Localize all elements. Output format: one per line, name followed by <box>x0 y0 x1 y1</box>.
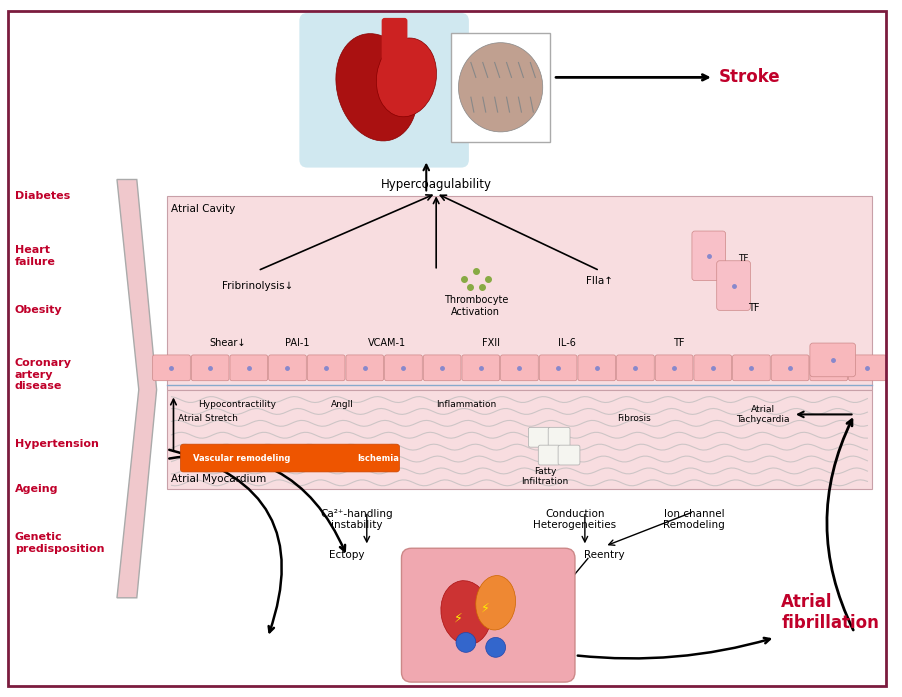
Text: FIIa↑: FIIa↑ <box>586 275 613 286</box>
Text: IL-6: IL-6 <box>558 338 576 348</box>
Text: Coronary
artery
disease: Coronary artery disease <box>14 358 72 392</box>
FancyBboxPatch shape <box>401 549 575 682</box>
FancyBboxPatch shape <box>423 355 461 381</box>
Text: Atrial
Tachycardia: Atrial Tachycardia <box>737 404 790 424</box>
Text: Hypercoagulability: Hypercoagulability <box>381 178 492 192</box>
FancyBboxPatch shape <box>578 355 615 381</box>
Text: Atrial
fibrillation: Atrial fibrillation <box>781 593 879 632</box>
Ellipse shape <box>458 43 543 132</box>
Text: Heart
failure: Heart failure <box>14 245 56 267</box>
Text: TF: TF <box>748 303 759 314</box>
Text: TF: TF <box>739 254 749 263</box>
Text: Fatty
Infiltration: Fatty Infiltration <box>521 467 569 487</box>
Circle shape <box>456 632 476 652</box>
Text: Atrial Cavity: Atrial Cavity <box>171 204 235 214</box>
Text: TF: TF <box>673 338 685 348</box>
FancyBboxPatch shape <box>308 355 345 381</box>
FancyBboxPatch shape <box>180 444 400 472</box>
Circle shape <box>486 638 505 657</box>
Ellipse shape <box>376 38 437 117</box>
FancyBboxPatch shape <box>384 355 422 381</box>
Text: Ageing: Ageing <box>14 484 59 493</box>
Text: Shear↓: Shear↓ <box>210 338 246 348</box>
Ellipse shape <box>441 581 491 645</box>
FancyBboxPatch shape <box>299 13 469 167</box>
Text: Genetic
predisposition: Genetic predisposition <box>14 533 105 554</box>
FancyBboxPatch shape <box>230 355 268 381</box>
FancyBboxPatch shape <box>732 355 770 381</box>
Text: ⚡: ⚡ <box>482 602 490 614</box>
FancyBboxPatch shape <box>548 427 570 447</box>
FancyBboxPatch shape <box>382 18 408 68</box>
Text: Ischemia: Ischemia <box>357 454 399 463</box>
FancyBboxPatch shape <box>655 355 693 381</box>
FancyBboxPatch shape <box>810 355 848 381</box>
FancyBboxPatch shape <box>152 355 190 381</box>
Text: Thrombocyte
Activation: Thrombocyte Activation <box>444 296 508 317</box>
Text: Vascular remodeling: Vascular remodeling <box>193 454 290 463</box>
FancyBboxPatch shape <box>191 355 229 381</box>
Text: Fibrosis: Fibrosis <box>618 415 651 423</box>
Bar <box>167 390 872 489</box>
FancyBboxPatch shape <box>849 355 887 381</box>
Text: Conduction
Heterogeneities: Conduction Heterogeneities <box>533 509 617 530</box>
Text: AngII: AngII <box>330 399 354 408</box>
Text: Fribrinolysis↓: Fribrinolysis↓ <box>222 281 293 291</box>
Text: VCAM-1: VCAM-1 <box>367 338 406 348</box>
FancyBboxPatch shape <box>539 355 577 381</box>
Text: Inflammation: Inflammation <box>436 399 496 408</box>
FancyBboxPatch shape <box>462 355 500 381</box>
Text: Obesity: Obesity <box>14 305 62 315</box>
Ellipse shape <box>336 33 418 141</box>
Text: Ca²⁺-handling
instability: Ca²⁺-handling instability <box>320 509 393 530</box>
FancyBboxPatch shape <box>269 355 307 381</box>
Text: Ectopy: Ectopy <box>329 550 364 560</box>
Bar <box>451 33 550 141</box>
Text: Stroke: Stroke <box>719 68 780 86</box>
FancyBboxPatch shape <box>717 261 750 310</box>
FancyBboxPatch shape <box>501 355 538 381</box>
Text: Hypertension: Hypertension <box>14 439 98 449</box>
Text: ⚡: ⚡ <box>454 611 463 624</box>
FancyBboxPatch shape <box>694 355 732 381</box>
FancyBboxPatch shape <box>810 343 855 377</box>
FancyBboxPatch shape <box>529 427 550 447</box>
FancyBboxPatch shape <box>617 355 654 381</box>
Bar <box>167 197 872 390</box>
Text: Reentry: Reentry <box>584 550 625 560</box>
Text: Ion channel
Remodeling: Ion channel Remodeling <box>663 509 725 530</box>
Text: Atrial Stretch: Atrial Stretch <box>179 415 238 423</box>
Text: Diabetes: Diabetes <box>14 192 70 201</box>
Text: Hypocontractility: Hypocontractility <box>198 399 276 408</box>
FancyBboxPatch shape <box>558 445 580 465</box>
Ellipse shape <box>475 576 516 630</box>
FancyBboxPatch shape <box>346 355 383 381</box>
Text: FXII: FXII <box>482 338 500 348</box>
Text: PAI-1: PAI-1 <box>285 338 309 348</box>
FancyBboxPatch shape <box>538 445 560 465</box>
Text: Atrial Myocardium: Atrial Myocardium <box>171 474 267 484</box>
FancyBboxPatch shape <box>771 355 809 381</box>
Polygon shape <box>117 180 157 598</box>
FancyBboxPatch shape <box>692 231 725 281</box>
